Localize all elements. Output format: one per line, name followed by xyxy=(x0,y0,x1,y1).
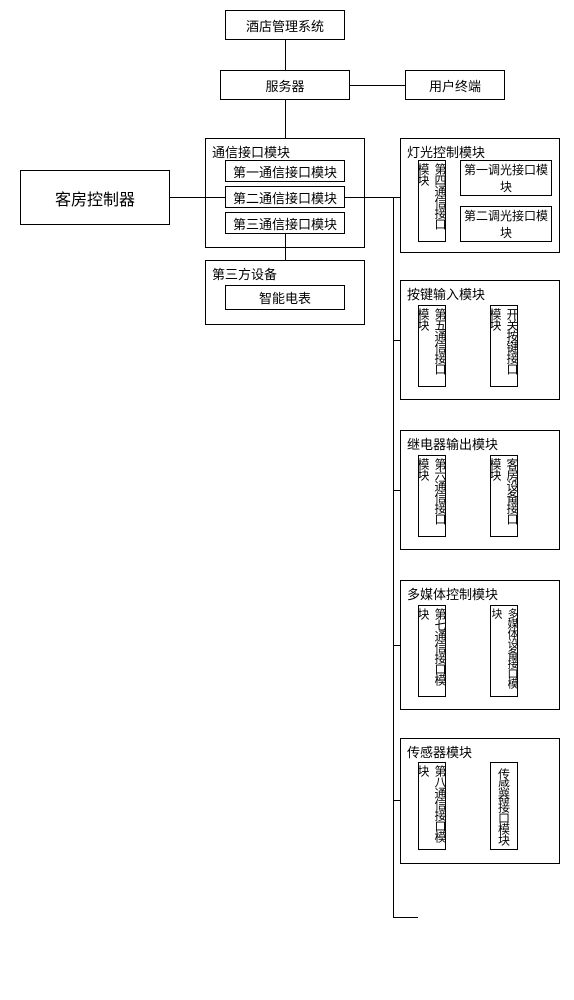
bus-vertical xyxy=(393,197,394,917)
line-comm2-to-bus-h xyxy=(345,197,393,198)
smart-meter-label: 智能电表 xyxy=(259,288,311,307)
light-dim1-label: 第一调光接口模块 xyxy=(463,161,549,195)
media-dev-box: 多媒体设备接口模块 xyxy=(490,605,518,697)
smart-meter-box: 智能电表 xyxy=(225,285,345,310)
comm-sub1-box: 第一通信接口模块 xyxy=(225,160,345,182)
light-comm-box: 第四通信接口模块 xyxy=(418,160,446,242)
room-controller-box: 客房控制器 xyxy=(20,170,170,225)
sensor-module-title: 传感器模块 xyxy=(405,742,474,761)
user-terminal-label: 用户终端 xyxy=(429,76,481,95)
comm-sub3-box: 第三通信接口模块 xyxy=(225,212,345,234)
relay-dev-label: 客房设备接口模块 xyxy=(487,458,521,534)
light-module-title: 灯光控制模块 xyxy=(405,142,487,161)
sensor-comm-label: 第八通信接口模块 xyxy=(415,765,449,847)
third-party-title: 第三方设备 xyxy=(210,264,279,283)
sensor-comm-box: 第八通信接口模块 xyxy=(418,762,446,850)
light-dim1-box: 第一调光接口模块 xyxy=(460,160,552,196)
line-hotel-to-server xyxy=(285,40,286,70)
server-label: 服务器 xyxy=(265,76,304,95)
relay-module-title: 继电器输出模块 xyxy=(405,434,500,453)
media-comm-box: 第七通信接口模块 xyxy=(418,605,446,697)
comm-module-title: 通信接口模块 xyxy=(210,142,292,161)
comm-sub3-label: 第三通信接口模块 xyxy=(233,214,337,233)
hotel-mgmt-label: 酒店管理系统 xyxy=(246,16,324,35)
comm-sub2-label: 第二通信接口模块 xyxy=(233,188,337,207)
sensor-dev-label: 传感器接口模块 xyxy=(496,768,513,845)
light-dim2-label: 第二调光接口模块 xyxy=(463,207,549,241)
line-comm3-down xyxy=(285,234,286,260)
relay-dev-box: 客房设备接口模块 xyxy=(490,455,518,537)
line-server-down xyxy=(285,100,286,138)
comm-sub1-label: 第一通信接口模块 xyxy=(233,162,337,181)
key-comm-label: 第五通信接口模块 xyxy=(415,308,449,384)
line-room-to-comm xyxy=(170,197,225,198)
user-terminal-box: 用户终端 xyxy=(405,70,505,100)
media-module-title: 多媒体控制模块 xyxy=(405,584,500,603)
line-bus-to-sensor-end xyxy=(393,917,418,918)
key-module-title: 按键输入模块 xyxy=(405,284,487,303)
media-comm-label: 第七通信接口模块 xyxy=(415,608,449,694)
line-server-to-user xyxy=(350,85,405,86)
hotel-mgmt-box: 酒店管理系统 xyxy=(225,10,345,40)
media-dev-label: 多媒体设备接口模块 xyxy=(488,608,520,694)
light-dim2-box: 第二调光接口模块 xyxy=(460,206,552,242)
room-controller-label: 客房控制器 xyxy=(55,186,135,210)
comm-sub2-box: 第二通信接口模块 xyxy=(225,186,345,208)
key-comm-box: 第五通信接口模块 xyxy=(418,305,446,387)
relay-comm-box: 第六通信接口模块 xyxy=(418,455,446,537)
key-switch-label: 开关按键接口模块 xyxy=(487,308,521,384)
relay-comm-label: 第六通信接口模块 xyxy=(415,458,449,534)
sensor-dev-box: 传感器接口模块 xyxy=(490,762,518,850)
server-box: 服务器 xyxy=(220,70,350,100)
key-switch-box: 开关按键接口模块 xyxy=(490,305,518,387)
light-comm-label: 第四通信接口模块 xyxy=(415,163,449,239)
